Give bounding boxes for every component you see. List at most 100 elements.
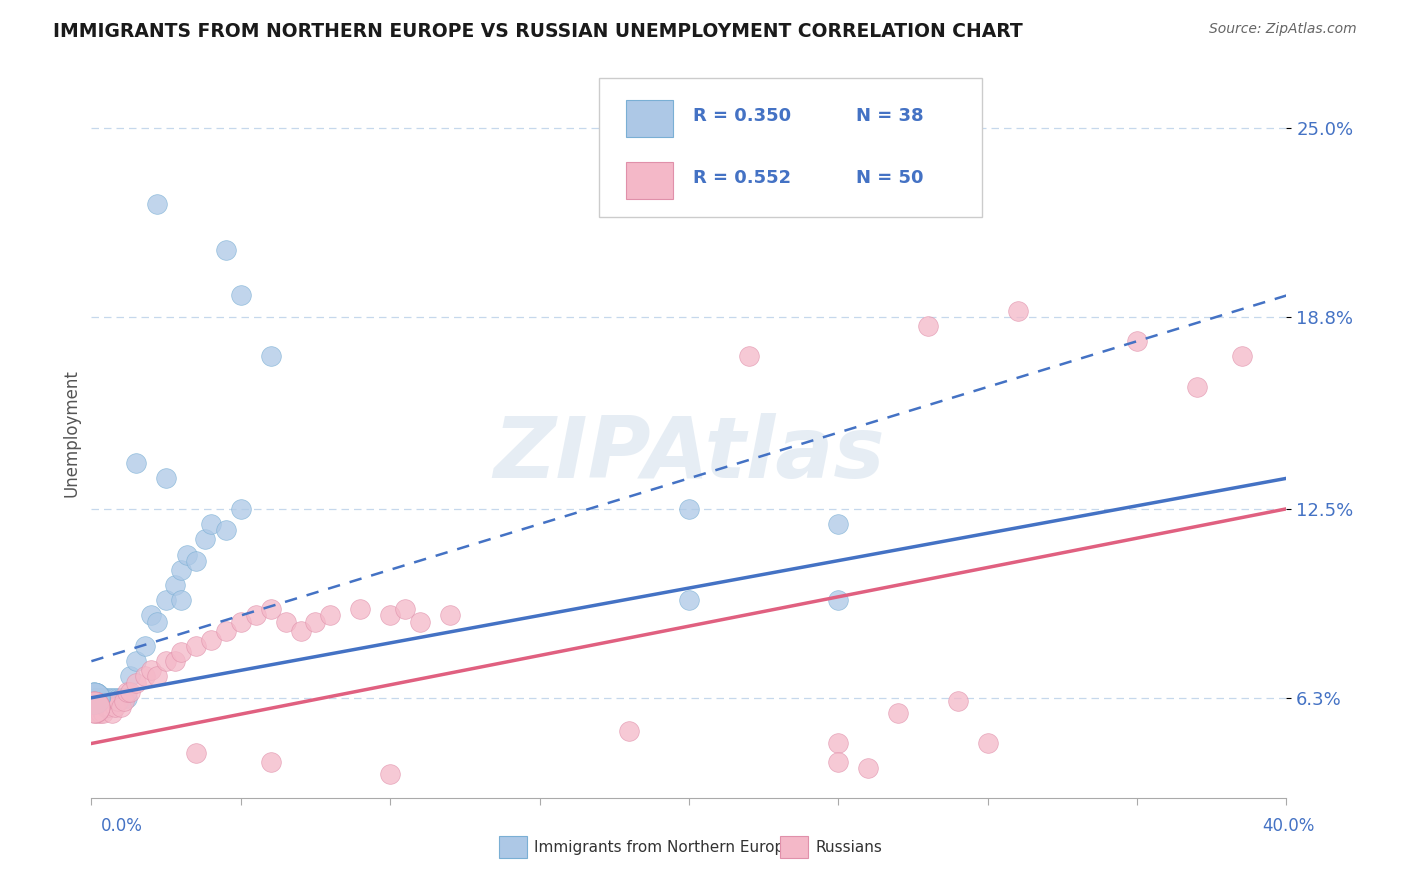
Point — [93, 706, 115, 720]
Point — [89, 690, 111, 705]
Point — [83, 699, 105, 714]
Point — [125, 654, 148, 668]
Point — [858, 761, 880, 775]
FancyBboxPatch shape — [626, 162, 673, 199]
Text: R = 0.552: R = 0.552 — [693, 169, 790, 187]
Point — [439, 608, 461, 623]
Text: 0.0%: 0.0% — [101, 817, 143, 835]
Point — [394, 602, 416, 616]
Point — [827, 593, 849, 607]
Text: N = 50: N = 50 — [856, 169, 924, 187]
Point — [110, 690, 132, 705]
Point — [83, 690, 105, 705]
Point — [319, 608, 342, 623]
Point — [170, 593, 193, 607]
Point — [89, 706, 111, 720]
Point — [120, 669, 142, 683]
Point — [259, 350, 281, 364]
Point — [304, 615, 326, 629]
Text: R = 0.350: R = 0.350 — [693, 107, 790, 125]
Point — [917, 318, 939, 333]
Text: N = 38: N = 38 — [856, 107, 924, 125]
Point — [134, 669, 156, 683]
Point — [93, 690, 115, 705]
Point — [112, 694, 135, 708]
Point — [146, 669, 169, 683]
Point — [184, 639, 207, 653]
Point — [125, 456, 148, 470]
Point — [215, 523, 238, 537]
Point — [1230, 350, 1253, 364]
Point — [200, 517, 222, 532]
Point — [163, 654, 186, 668]
Point — [827, 755, 849, 769]
Text: 40.0%: 40.0% — [1263, 817, 1315, 835]
Point — [976, 737, 998, 751]
Point — [83, 690, 105, 705]
FancyBboxPatch shape — [626, 100, 673, 136]
Point — [146, 197, 169, 211]
Point — [125, 675, 148, 690]
Text: Russians: Russians — [815, 840, 883, 855]
Point — [96, 690, 118, 705]
Point — [887, 706, 910, 720]
Point — [107, 690, 129, 705]
Point — [827, 737, 849, 751]
Point — [83, 690, 105, 705]
Point — [827, 517, 849, 532]
Point — [155, 471, 177, 485]
Point — [101, 690, 124, 705]
FancyBboxPatch shape — [599, 78, 981, 217]
Point — [619, 724, 641, 739]
Point — [184, 746, 207, 760]
Point — [83, 690, 105, 705]
Point — [215, 624, 238, 638]
Point — [184, 553, 207, 568]
Point — [146, 615, 169, 629]
Point — [83, 699, 105, 714]
Point — [1126, 334, 1149, 349]
Point — [163, 578, 186, 592]
Point — [98, 690, 121, 705]
Point — [83, 690, 105, 705]
Point — [83, 699, 105, 714]
Point — [83, 690, 105, 705]
Point — [229, 501, 252, 516]
Point — [215, 243, 238, 257]
Point — [115, 690, 138, 705]
Text: Immigrants from Northern Europe: Immigrants from Northern Europe — [534, 840, 794, 855]
Point — [115, 684, 138, 698]
Point — [134, 639, 156, 653]
Point — [83, 690, 105, 705]
Point — [83, 699, 105, 714]
Point — [274, 615, 297, 629]
Point — [86, 706, 108, 720]
Text: IMMIGRANTS FROM NORTHERN EUROPE VS RUSSIAN UNEMPLOYMENT CORRELATION CHART: IMMIGRANTS FROM NORTHERN EUROPE VS RUSSI… — [53, 22, 1024, 41]
Point — [98, 699, 121, 714]
Point — [107, 694, 129, 708]
Point — [170, 645, 193, 659]
Point — [170, 563, 193, 577]
Point — [290, 624, 312, 638]
Point — [83, 699, 105, 714]
Point — [678, 501, 700, 516]
Point — [380, 767, 402, 781]
Point — [101, 706, 124, 720]
Point — [259, 602, 281, 616]
Point — [349, 602, 371, 616]
Point — [83, 690, 105, 705]
Point — [141, 608, 163, 623]
Point — [104, 699, 127, 714]
Point — [409, 615, 432, 629]
Point — [155, 654, 177, 668]
Point — [155, 593, 177, 607]
Point — [120, 684, 142, 698]
Point — [200, 632, 222, 647]
Text: Source: ZipAtlas.com: Source: ZipAtlas.com — [1209, 22, 1357, 37]
Point — [946, 694, 969, 708]
Point — [678, 593, 700, 607]
Text: ZIPAtlas: ZIPAtlas — [494, 413, 884, 496]
Point — [83, 690, 105, 705]
Point — [229, 288, 252, 302]
Point — [194, 533, 217, 547]
